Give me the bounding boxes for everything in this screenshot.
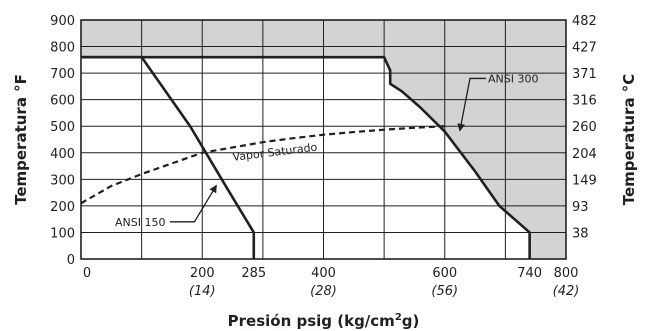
y-tick-right: 149 (572, 173, 597, 188)
x-tick: 200 (190, 266, 215, 281)
y-tick-right: 427 (572, 41, 597, 56)
y-tick-left: 400 (50, 147, 75, 162)
y-tick-right: 204 (572, 147, 597, 162)
ansi-300-arrow (457, 77, 486, 132)
series-line-ansi-150 (81, 55, 256, 259)
x-tick: 285 (241, 266, 266, 281)
x-tick-kg: (14) (189, 284, 216, 299)
x-axis-label-tail: g) (402, 312, 420, 330)
y-tick-left: 800 (50, 41, 75, 56)
y-tick-right: 482 (572, 14, 597, 29)
y-tick-right: 316 (572, 94, 597, 109)
ansi-300-label: ANSI 300 (488, 72, 538, 85)
ansi-150-arrow (170, 184, 217, 223)
series-line-vapor-saturado (81, 125, 445, 205)
ansi-150-label: ANSI 150 (115, 216, 165, 229)
vapor-saturado-label: Vapor Saturado (232, 141, 318, 164)
y-tick-right: 93 (572, 200, 589, 215)
x-axis-label-main: Presión psig (kg/cm (228, 312, 395, 330)
x-tick-kg: (56) (431, 284, 458, 299)
series-lines (81, 55, 531, 259)
plot-frame (80, 19, 567, 260)
x-tick: 600 (432, 266, 457, 281)
y-tick-left: 500 (50, 120, 75, 135)
y-tick-left: 900 (50, 14, 75, 29)
x-tick: 800 (554, 266, 579, 281)
x-axis-label-sup: 2 (395, 312, 402, 323)
y-tick-left: 200 (50, 200, 75, 215)
y-tick-left: 700 (50, 67, 75, 82)
x-tick-kg: (42) (553, 284, 580, 299)
x-axis-label: Presión psig (kg/cm2g) (228, 312, 420, 330)
y-tick-right: 260 (572, 120, 597, 135)
plot-border (80, 19, 567, 260)
y-axis-label-left: Temperatura °F (12, 74, 30, 205)
y-tick-left: 0 (67, 253, 75, 268)
y-tick-right: 371 (572, 67, 597, 82)
y-tick-right: 38 (572, 226, 589, 241)
x-tick-kg: (28) (310, 284, 337, 299)
y-axis-label-right: Temperatura °C (620, 74, 638, 206)
y-tick-left: 300 (50, 173, 75, 188)
y-tick-left: 100 (50, 226, 75, 241)
tick-labels: 0 100 200 300 400 500 600 700 800 900 38 93 149 204 26… (50, 14, 597, 299)
series-line-ansi-300 (81, 55, 531, 259)
x-tick: 0 (83, 266, 91, 281)
x-tick: 740 (517, 266, 542, 281)
x-tick: 400 (311, 266, 336, 281)
y-tick-left: 600 (50, 94, 75, 109)
